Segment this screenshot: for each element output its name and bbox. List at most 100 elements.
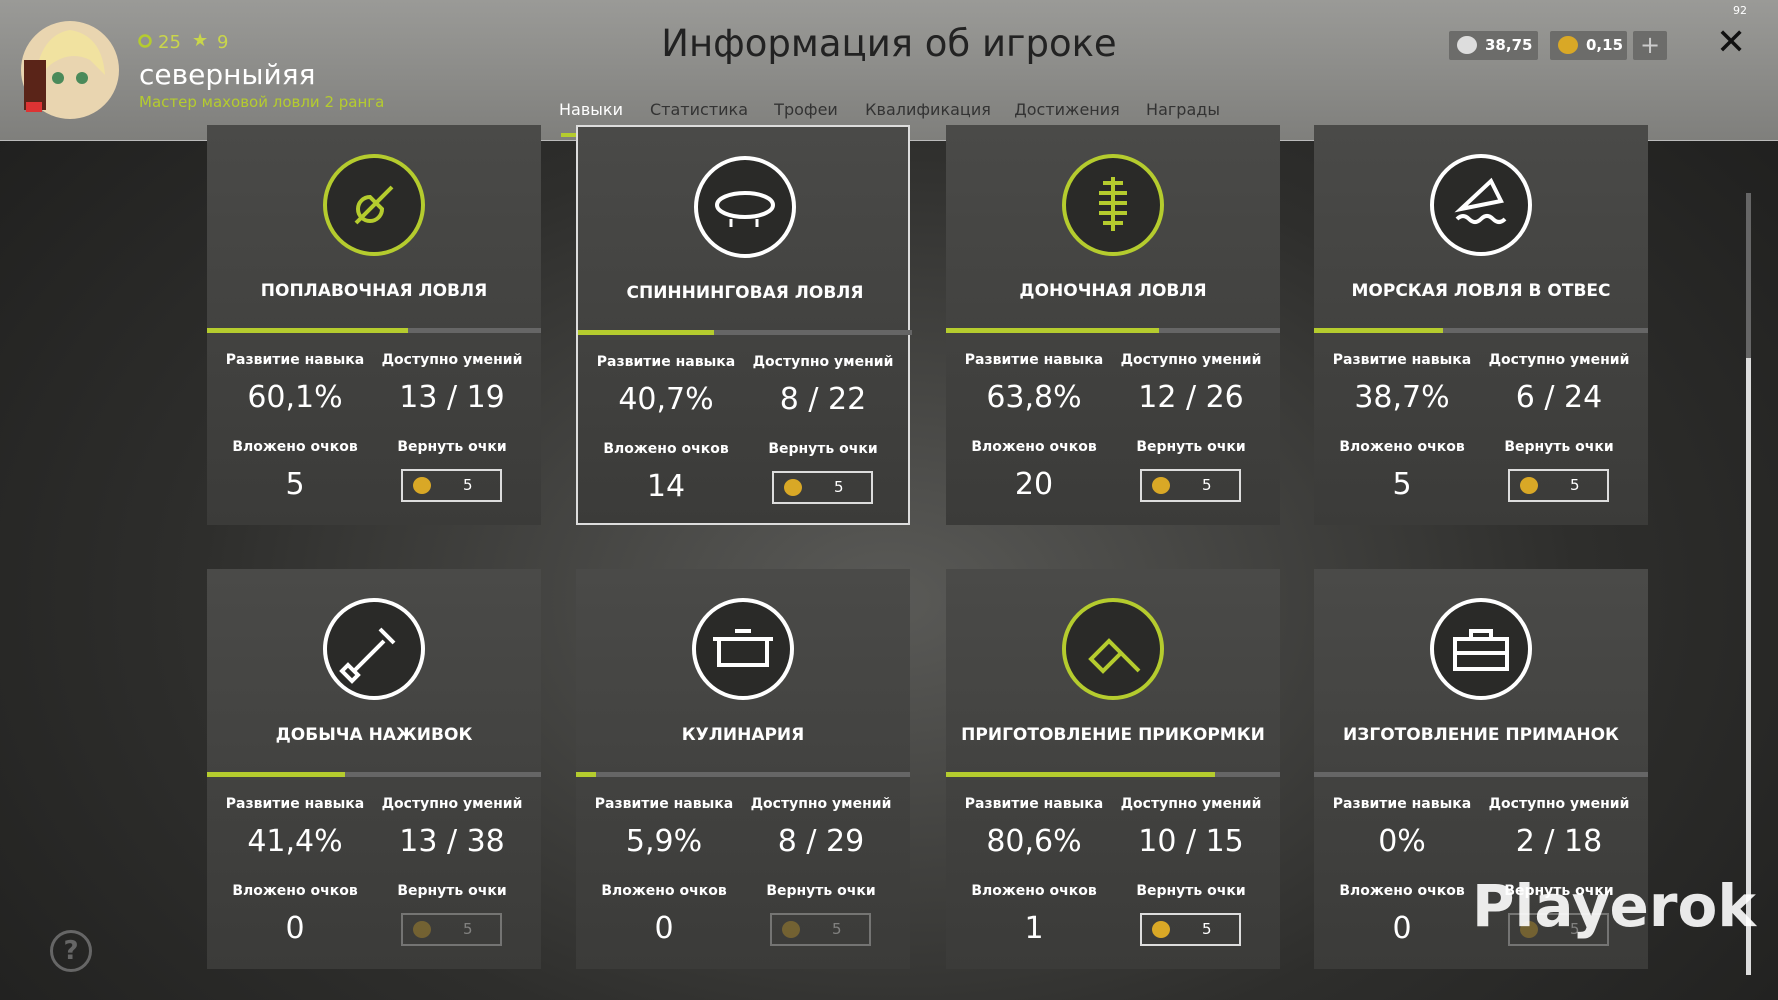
star-icon: ★: [192, 30, 209, 51]
available-value: 13 / 19: [399, 380, 505, 415]
tab[interactable]: Достижения: [1014, 100, 1120, 119]
tab[interactable]: Навыки: [559, 100, 623, 119]
progress-label: Развитие навыка: [594, 796, 734, 812]
refund-cost: 5: [1202, 476, 1212, 494]
available-label: Доступно умений: [1120, 796, 1262, 812]
refund-cost: 5: [834, 478, 844, 496]
progress-value: 5,9%: [625, 824, 703, 859]
gold-balance: 0,15: [1550, 31, 1627, 60]
refund-label: Вернуть очки: [768, 441, 878, 457]
skill-card[interactable]: МОРСКАЯ ЛОВЛЯ В ОТВЕС Развитие навыка Дост…: [1314, 125, 1648, 525]
tab[interactable]: Трофеи: [774, 100, 838, 119]
available-label: Доступно умений: [1488, 352, 1630, 368]
refund-label: Вернуть очки: [1136, 439, 1246, 455]
available-label: Доступно умений: [1488, 796, 1630, 812]
refund-cost: 5: [1570, 920, 1580, 938]
help-button[interactable]: ?: [50, 930, 92, 972]
invested-label: Вложено очков: [1339, 439, 1465, 455]
avatar[interactable]: [20, 20, 120, 120]
available-label: Доступно умений: [750, 796, 892, 812]
refund-label: Вернуть очки: [397, 883, 507, 899]
add-currency[interactable]: +: [1633, 31, 1667, 60]
progress-label: Развитие навыка: [964, 796, 1104, 812]
progress-value: 60,1%: [247, 380, 343, 415]
skill-title: ДОБЫЧА НАЖИВОК: [275, 725, 473, 745]
progress-bar: [946, 772, 1216, 777]
tab[interactable]: Статистика: [650, 100, 748, 119]
progress-track: [946, 772, 1280, 777]
title: Информация об игроке: [661, 22, 1117, 65]
progress-label: Развитие навыка: [964, 352, 1104, 368]
skill-icon: [1062, 154, 1164, 256]
refund-cost: 5: [1570, 476, 1580, 494]
refund-label: Вернуть очки: [1504, 883, 1614, 899]
coin-icon: [1520, 477, 1538, 494]
close-button[interactable]: ✕: [1716, 22, 1747, 63]
progress-value: 63,8%: [986, 380, 1082, 415]
progress-value: 41,4%: [247, 824, 343, 859]
skill-card[interactable]: ПОПЛАВОЧНАЯ ЛОВЛЯ Развитие навыка Доступно…: [207, 125, 541, 525]
progress-label: Развитие навыка: [225, 796, 365, 812]
skill-icon: [323, 154, 425, 256]
skill-title: ПОПЛАВОЧНАЯ ЛОВЛЯ: [260, 281, 488, 301]
invested-label: Вложено очков: [971, 883, 1097, 899]
progress-bar: [576, 772, 596, 777]
invested-value: 20: [1014, 467, 1054, 502]
available-label: Доступно умений: [381, 352, 523, 368]
skill-card[interactable]: ПРИГОТОВЛЕНИЕ ПРИКОРМКИ Развитие навыка До…: [946, 569, 1280, 969]
refund-cost: 5: [1202, 920, 1212, 938]
progress-value: 0%: [1378, 824, 1426, 859]
progress-label: Развитие навыка: [1332, 352, 1472, 368]
skill-title: КУЛИНАРИЯ: [681, 725, 805, 745]
available-value: 8 / 29: [777, 824, 865, 859]
tab[interactable]: Квалификация: [865, 100, 991, 119]
refund-cost: 5: [463, 920, 473, 938]
level: 25: [158, 32, 181, 53]
refund-button[interactable]: 5: [1140, 469, 1241, 502]
progress-value: 40,7%: [618, 382, 714, 417]
refund-button[interactable]: 5: [401, 469, 502, 502]
skill-title: ДОНОЧНАЯ ЛОВЛЯ: [1019, 281, 1207, 301]
refund-button[interactable]: 5: [1140, 913, 1241, 946]
refund-button[interactable]: 5: [1508, 469, 1609, 502]
skill-title: СПИННИНГОВАЯ ЛОВЛЯ: [626, 283, 864, 303]
invested-label: Вложено очков: [232, 439, 358, 455]
header: 25 ★ 9 северныйяя Мастер маховой ловли 2…: [0, 0, 1778, 141]
skill-card[interactable]: СПИННИНГОВАЯ ЛОВЛЯ Развитие навыка Доступн…: [576, 125, 912, 525]
progress-label: Развитие навыка: [225, 352, 365, 368]
scroll-thumb[interactable]: [1746, 358, 1751, 975]
progress-bar: [207, 328, 408, 333]
skill-icon: [1430, 598, 1532, 700]
progress-track: [946, 328, 1280, 333]
tab[interactable]: Награды: [1146, 100, 1220, 119]
level-icon: [138, 34, 152, 48]
scrollbar[interactable]: [1746, 193, 1751, 975]
skill-title: МОРСКАЯ ЛОВЛЯ В ОТВЕС: [1351, 281, 1611, 301]
skill-card[interactable]: КУЛИНАРИЯ Развитие навыка Доступно умений 5…: [576, 569, 910, 969]
available-label: Доступно умений: [752, 354, 894, 370]
refund-cost: 5: [463, 476, 473, 494]
refund-button[interactable]: 5: [772, 471, 873, 504]
progress-bar: [207, 772, 346, 777]
coin-icon: [1152, 477, 1170, 494]
skill-card[interactable]: ИЗГОТОВЛЕНИЕ ПРИМАНОК Развитие навыка Дост…: [1314, 569, 1648, 969]
progress-bar: [578, 330, 714, 335]
invested-label: Вложено очков: [971, 439, 1097, 455]
progress-value: 38,7%: [1354, 380, 1450, 415]
coin-icon: [784, 479, 802, 496]
available-value: 6 / 24: [1515, 380, 1603, 415]
coin-icon: [782, 921, 800, 938]
skill-card[interactable]: ДОБЫЧА НАЖИВОК Развитие навыка Доступно ум…: [207, 569, 541, 969]
progress-label: Развитие навыка: [596, 354, 736, 370]
refund-label: Вернуть очки: [1504, 439, 1614, 455]
invested-value: 0: [1392, 911, 1412, 946]
skill-card[interactable]: ДОНОЧНАЯ ЛОВЛЯ Развитие навыка Доступно ум…: [946, 125, 1280, 525]
invested-value: 5: [1392, 467, 1412, 502]
available-label: Доступно умений: [381, 796, 523, 812]
available-value: 12 / 26: [1138, 380, 1244, 415]
refund-button: 5: [1508, 913, 1609, 946]
skill-title: ИЗГОТОВЛЕНИЕ ПРИМАНОК: [1343, 725, 1619, 745]
progress-track: [207, 772, 541, 777]
available-value: 2 / 18: [1515, 824, 1603, 859]
